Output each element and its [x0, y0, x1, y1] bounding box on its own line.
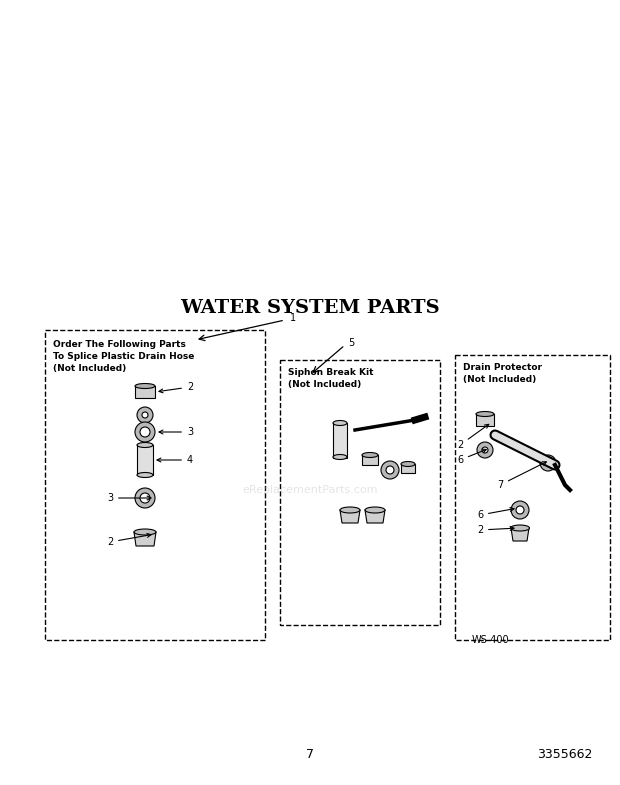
Ellipse shape: [476, 411, 494, 417]
Text: 2: 2: [159, 382, 193, 392]
Text: WATER SYSTEM PARTS: WATER SYSTEM PARTS: [180, 299, 440, 317]
Ellipse shape: [135, 384, 155, 389]
Circle shape: [140, 427, 150, 437]
Text: 2: 2: [107, 534, 151, 547]
Text: Order The Following Parts
To Splice Plastic Drain Hose
(Not Included): Order The Following Parts To Splice Plas…: [53, 340, 195, 373]
Text: 7: 7: [306, 749, 314, 761]
Text: 6: 6: [477, 508, 514, 520]
Ellipse shape: [401, 462, 415, 466]
Circle shape: [516, 506, 524, 514]
Ellipse shape: [137, 473, 153, 477]
Polygon shape: [134, 532, 156, 546]
Ellipse shape: [340, 507, 360, 513]
Circle shape: [137, 407, 153, 423]
Bar: [280, 360, 440, 625]
Ellipse shape: [365, 507, 385, 513]
Text: Siphon Break Kit
(Not Included): Siphon Break Kit (Not Included): [288, 368, 373, 389]
Circle shape: [142, 412, 148, 418]
Ellipse shape: [510, 525, 529, 531]
Text: 3355662: 3355662: [538, 749, 593, 761]
Bar: [362, 455, 378, 465]
Text: 3: 3: [107, 493, 151, 503]
Bar: [135, 386, 155, 398]
Circle shape: [386, 466, 394, 474]
Ellipse shape: [134, 529, 156, 535]
Bar: [45, 330, 265, 640]
Bar: [401, 464, 415, 473]
Ellipse shape: [333, 455, 347, 459]
Circle shape: [482, 447, 488, 453]
Text: 5: 5: [348, 338, 354, 348]
Circle shape: [135, 422, 155, 442]
Circle shape: [545, 460, 551, 466]
Circle shape: [477, 442, 493, 458]
Text: Drain Protector
(Not Included): Drain Protector (Not Included): [463, 363, 542, 384]
Circle shape: [540, 455, 556, 471]
Bar: [476, 414, 494, 426]
Polygon shape: [365, 510, 385, 523]
Text: 7: 7: [497, 462, 546, 490]
Circle shape: [140, 493, 150, 503]
Text: 3: 3: [159, 427, 193, 437]
Ellipse shape: [137, 443, 153, 447]
Ellipse shape: [333, 421, 347, 425]
Text: 4: 4: [157, 455, 193, 465]
Text: eReplacementParts.com: eReplacementParts.com: [242, 485, 378, 495]
Bar: [137, 445, 153, 475]
Text: 6: 6: [457, 449, 486, 465]
Polygon shape: [511, 528, 529, 541]
Text: WS-400: WS-400: [471, 635, 509, 645]
Text: 1: 1: [290, 313, 296, 323]
Ellipse shape: [362, 452, 378, 458]
Circle shape: [511, 501, 529, 519]
Bar: [333, 423, 347, 458]
Bar: [455, 355, 610, 640]
Circle shape: [135, 488, 155, 508]
Polygon shape: [340, 510, 360, 523]
Text: 2: 2: [457, 425, 489, 450]
Circle shape: [381, 461, 399, 479]
Text: 2: 2: [477, 525, 514, 535]
